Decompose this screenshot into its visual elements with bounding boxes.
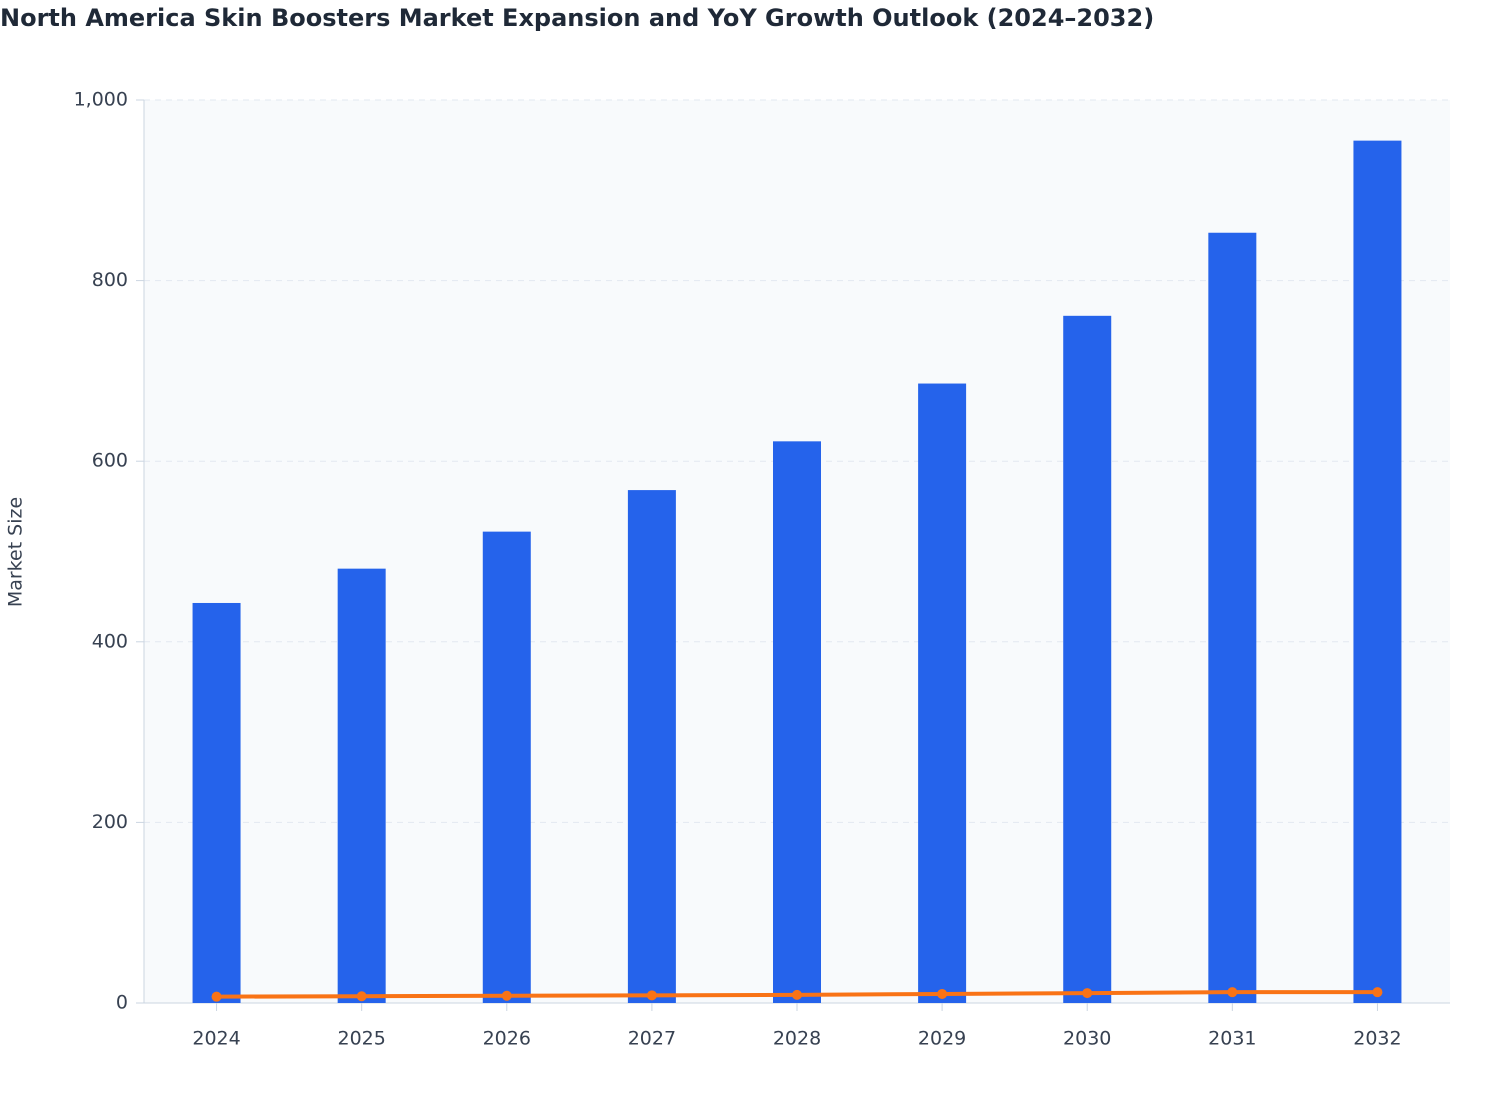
- line-point: [501, 990, 512, 1001]
- bar: [627, 490, 676, 1003]
- bar: [773, 441, 821, 1004]
- x-tick-label: 2025: [337, 1028, 385, 1050]
- chart-title: North America Skin Boosters Market Expan…: [0, 4, 1154, 32]
- bar: [918, 383, 967, 1003]
- x-tick-label: 2031: [1208, 1028, 1256, 1050]
- line-point: [1227, 987, 1238, 998]
- y-tick-label: 200: [92, 811, 128, 833]
- line-point: [211, 991, 222, 1002]
- x-tick-label: 2028: [773, 1028, 821, 1050]
- line-point: [792, 989, 802, 1000]
- bar: [1063, 315, 1112, 1003]
- line-point: [1372, 987, 1383, 998]
- bar: [337, 568, 386, 1003]
- bar: [1208, 232, 1257, 1004]
- bar: [1353, 140, 1402, 1003]
- bar: [482, 531, 531, 1003]
- line-point: [1082, 988, 1093, 999]
- y-tick-label: 1,000: [74, 89, 128, 111]
- x-tick-label: 2029: [918, 1028, 966, 1050]
- x-tick-label: 2024: [192, 1028, 240, 1050]
- line-point: [646, 990, 657, 1001]
- x-tick-label: 2030: [1063, 1028, 1111, 1050]
- line-point: [356, 991, 367, 1002]
- x-tick-label: 2026: [483, 1028, 531, 1050]
- line-point: [937, 988, 948, 999]
- y-tick-label: 0: [116, 992, 128, 1014]
- y-tick-label: 600: [92, 450, 128, 472]
- y-axis-label: Market Size: [5, 497, 27, 607]
- x-tick-label: 2027: [628, 1028, 676, 1050]
- y-tick-label: 400: [92, 630, 128, 652]
- y-tick-label: 800: [92, 269, 128, 291]
- bar: [192, 602, 241, 1003]
- x-tick-label: 2032: [1353, 1028, 1401, 1050]
